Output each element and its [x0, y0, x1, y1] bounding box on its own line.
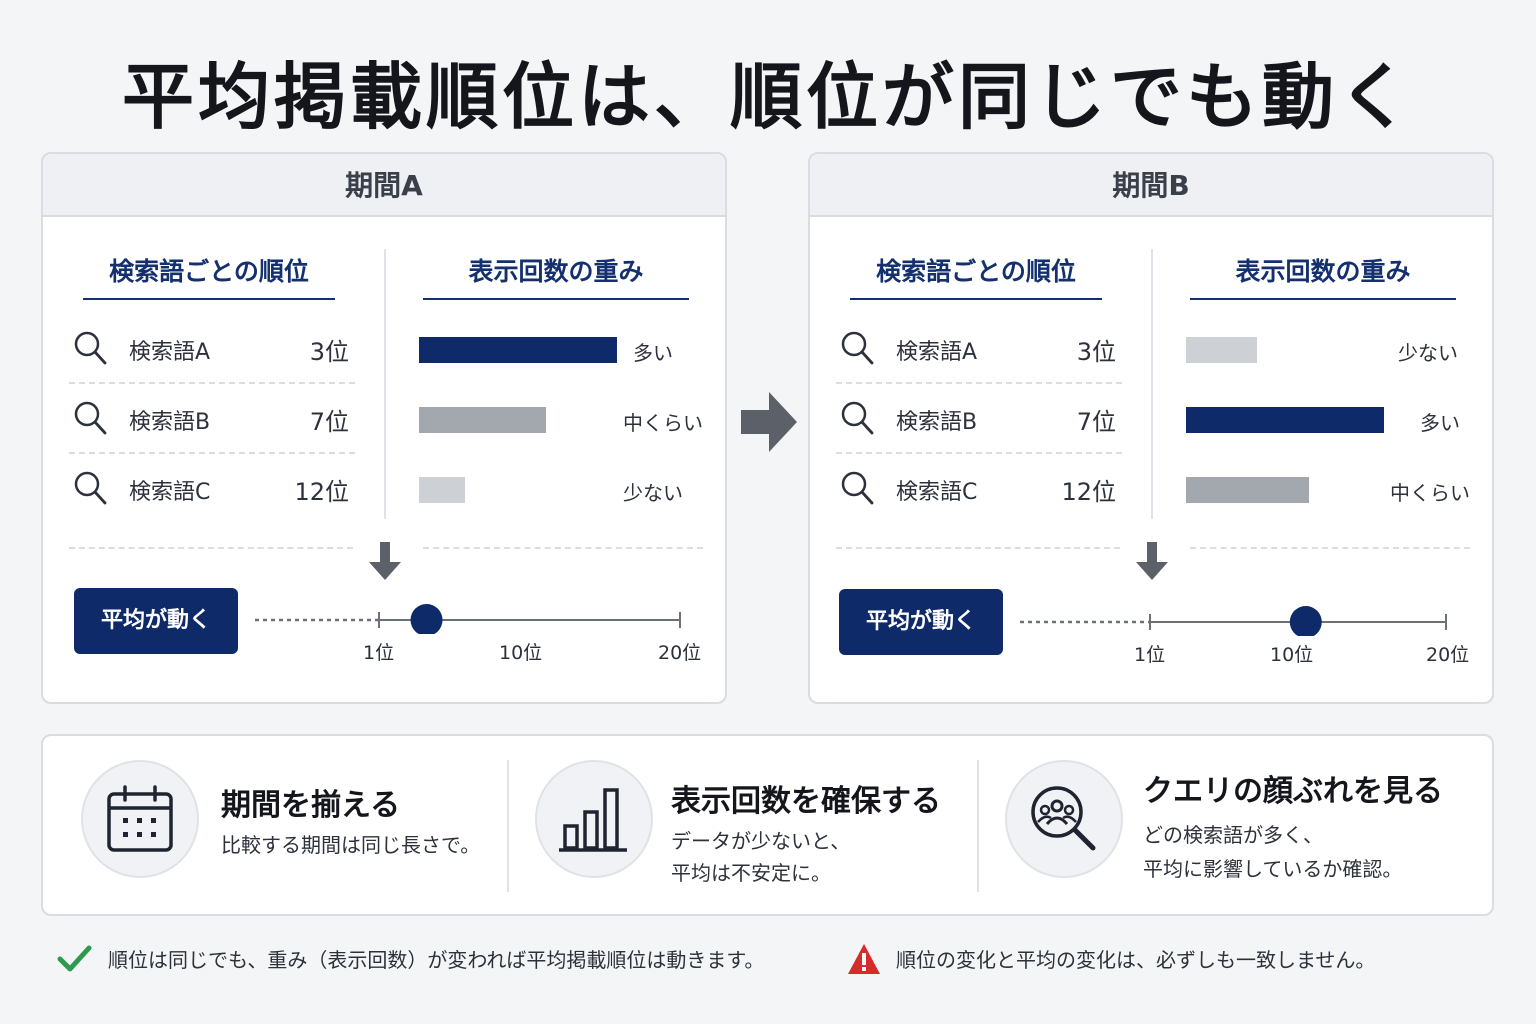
scale-tick-label: 1位: [363, 642, 395, 664]
arrow-down-icon: [1136, 542, 1168, 580]
tips-panel: 期間を揃える 比較する期間は同じ長さで。 表示回数を確保する データが少ないと、…: [41, 734, 1494, 916]
weight-bar: [419, 337, 617, 363]
tip-item: 期間を揃える 比較する期間は同じ長さで。: [81, 736, 501, 918]
rank-value: 7位: [309, 408, 349, 436]
weight-bar: [1186, 477, 1309, 503]
keyword-row: 検索語B 7位: [836, 384, 1122, 454]
keyword-label: 検索語B: [896, 410, 978, 435]
scale-tick-label: 1位: [1134, 644, 1166, 666]
scale-tick-label: 20位: [658, 642, 702, 664]
divider-line: [836, 547, 1120, 549]
tip-icon-circle: [1005, 760, 1123, 878]
keyword-row: 検索語A 3位: [836, 314, 1122, 384]
people-search-icon: [1031, 786, 1096, 851]
search-icon: [74, 331, 107, 365]
divider-line: [423, 547, 703, 549]
keyword-label: 検索語B: [129, 410, 211, 435]
tip-item: 表示回数を確保する データが少ないと、 平均は不安定に。: [535, 736, 965, 918]
weight-label: 多い: [633, 341, 673, 365]
keyword-label: 検索語C: [896, 480, 978, 505]
tip-text: 比較する期間は同じ長さで。: [221, 833, 481, 857]
divider-line: [69, 547, 353, 549]
weight-bar: [1186, 407, 1384, 433]
weight-label: 多い: [1420, 411, 1460, 435]
tip-icon-circle: [81, 760, 199, 878]
tip-title: 表示回数を確保する: [671, 784, 941, 819]
keyword-row: 検索語B 7位: [69, 384, 355, 454]
search-icon: [74, 471, 107, 505]
bar-chart-icon: [559, 788, 627, 852]
weight-label: 少ない: [1398, 341, 1458, 365]
tip-title: 期間を揃える: [221, 788, 401, 823]
weight-label: 中くらい: [623, 411, 703, 435]
weight-bar: [419, 477, 465, 503]
tip-item: クエリの顔ぶれを見る どの検索語が多く、 平均に影響しているか確認。: [1005, 736, 1485, 918]
arrow-right-icon: [741, 392, 797, 452]
weight-column-title: 表示回数の重み: [1190, 252, 1456, 300]
rank-scale: 1位 10位 20位: [1018, 596, 1478, 666]
column-divider: [384, 249, 386, 519]
tip-icon-circle: [535, 760, 653, 878]
period-b-panel: 期間B 検索語ごとの順位 表示回数の重み 検索語A 3位 検索語B 7位 検索語…: [808, 152, 1494, 704]
search-icon: [841, 331, 874, 365]
rank-value: 7位: [1076, 408, 1116, 436]
rank-value: 12位: [1061, 478, 1116, 506]
average-rank-marker: [1289, 606, 1322, 636]
tip-text: どの検索語が多く、: [1143, 823, 1323, 847]
tip-divider: [507, 760, 509, 892]
average-moves-button[interactable]: 平均が動く: [74, 588, 238, 654]
page-title: 平均掲載順位は、順位が同じでも動く: [121, 55, 1414, 139]
period-a-header: 期間A: [43, 154, 725, 217]
scale-tick-label: 20位: [1426, 644, 1470, 666]
weight-label: 中くらい: [1390, 481, 1470, 505]
rank-scale-track: [255, 604, 681, 634]
calendar-icon: [107, 785, 173, 852]
rank-scale: 1位 10位 20位: [253, 594, 713, 664]
keyword-row: 検索語C 12位: [69, 454, 355, 524]
weight-column-title: 表示回数の重み: [423, 252, 689, 300]
keyword-label: 検索語C: [129, 480, 211, 505]
rank-column-title: 検索語ごとの順位: [83, 252, 335, 300]
average-rank-marker: [410, 604, 443, 634]
tip-divider: [977, 760, 979, 892]
warning-note: 順位の変化と平均の変化は、必ずしも一致しません。: [896, 948, 1376, 972]
weight-bar: [1186, 337, 1257, 363]
tip-text: 平均は不安定に。: [671, 861, 831, 885]
keyword-label: 検索語A: [896, 340, 978, 365]
tip-text: 平均に影響しているか確認。: [1143, 857, 1403, 881]
check-icon: [57, 945, 92, 972]
divider-line: [1190, 547, 1470, 549]
period-b-header: 期間B: [810, 154, 1492, 217]
average-moves-button[interactable]: 平均が動く: [839, 589, 1003, 655]
column-divider: [1151, 249, 1153, 519]
period-a-panel: 期間A 検索語ごとの順位 表示回数の重み 検索語A 3位 検索語B 7位 検索語…: [41, 152, 727, 704]
keyword-row: 検索語C 12位: [836, 454, 1122, 524]
rank-value: 3位: [1076, 338, 1116, 366]
search-icon: [841, 471, 874, 505]
rank-scale-track: [1020, 606, 1447, 636]
search-icon: [74, 401, 107, 435]
check-note: 順位は同じでも、重み（表示回数）が変われば平均掲載順位は動きます。: [108, 948, 765, 972]
arrow-down-icon: [369, 542, 401, 580]
rank-column-title: 検索語ごとの順位: [850, 252, 1102, 300]
scale-tick-label: 10位: [1270, 644, 1314, 666]
warning-icon: [848, 944, 880, 974]
tip-title: クエリの顔ぶれを見る: [1143, 774, 1443, 809]
keyword-row: 検索語A 3位: [69, 314, 355, 384]
weight-label: 少ない: [623, 481, 683, 505]
rank-value: 3位: [309, 338, 349, 366]
keyword-label: 検索語A: [129, 340, 211, 365]
rank-value: 12位: [294, 478, 349, 506]
weight-bar: [419, 407, 546, 433]
tip-text: データが少ないと、: [671, 829, 851, 853]
search-icon: [841, 401, 874, 435]
scale-tick-label: 10位: [499, 642, 543, 664]
